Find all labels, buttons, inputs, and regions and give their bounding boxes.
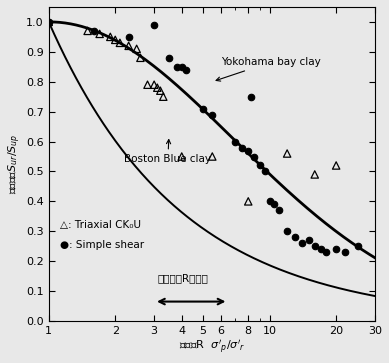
Point <box>137 55 144 61</box>
Point <box>299 240 305 246</box>
Point <box>112 37 118 43</box>
Point <box>160 94 166 99</box>
Point <box>256 163 263 168</box>
Point <box>245 199 251 204</box>
Point <box>239 144 245 150</box>
Point <box>144 82 151 87</box>
Point <box>209 112 216 118</box>
Point <box>251 154 257 159</box>
Point <box>84 28 91 34</box>
Point <box>276 207 282 213</box>
Point <box>262 168 268 174</box>
Point <box>107 34 114 40</box>
Point <box>354 243 361 249</box>
Point <box>91 28 97 34</box>
Point <box>183 67 189 73</box>
Point <box>174 64 180 70</box>
Point <box>312 243 318 249</box>
X-axis label: 攞乱比R  $\sigma'_p/\sigma'_r$: 攞乱比R $\sigma'_p/\sigma'_r$ <box>179 339 245 356</box>
Text: Yokohama bay clay: Yokohama bay clay <box>216 57 321 81</box>
Point <box>305 237 312 243</box>
Point <box>117 40 123 46</box>
Point <box>166 55 172 61</box>
Point <box>245 148 251 154</box>
Point <box>151 22 157 28</box>
Point <box>179 154 185 159</box>
Text: 一般的なRの範囲: 一般的なRの範囲 <box>157 274 208 284</box>
Point <box>266 199 273 204</box>
Point <box>284 228 290 234</box>
Point <box>151 82 157 87</box>
Text: ●: Simple shear: ●: Simple shear <box>60 240 144 250</box>
Point <box>323 249 329 255</box>
Point <box>133 46 140 52</box>
Text: △: Triaxial CK₀U: △: Triaxial CK₀U <box>60 220 140 230</box>
Point <box>157 88 163 94</box>
Point <box>284 151 290 156</box>
Point <box>209 154 216 159</box>
Y-axis label: 強度比　$S_{ur}/S_{up}$: 強度比 $S_{ur}/S_{up}$ <box>7 134 23 194</box>
Point <box>247 94 254 99</box>
Point <box>154 85 160 91</box>
Point <box>333 163 339 168</box>
Point <box>126 43 132 49</box>
Point <box>96 31 103 37</box>
Point <box>342 249 349 255</box>
Point <box>200 106 206 111</box>
Point <box>312 172 318 178</box>
Point <box>333 246 339 252</box>
Point <box>317 246 324 252</box>
Point <box>126 34 132 40</box>
Point <box>179 64 185 70</box>
Point <box>46 19 52 25</box>
Text: Boston Blue clay: Boston Blue clay <box>124 140 211 164</box>
Point <box>292 234 298 240</box>
Point <box>232 139 238 144</box>
Point <box>271 201 277 207</box>
Point <box>46 19 52 25</box>
